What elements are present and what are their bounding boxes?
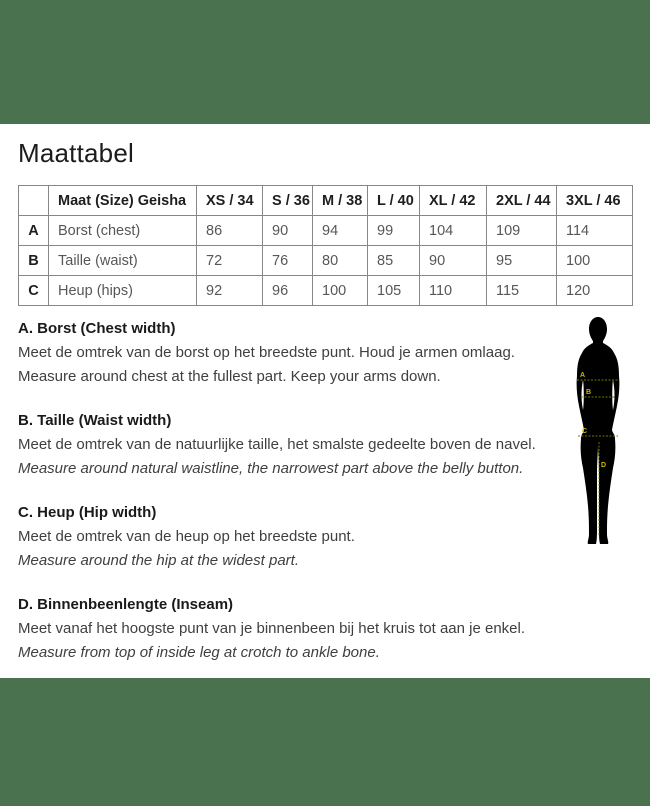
inseam-line-label: D [601, 462, 606, 469]
cell-value: 100 [312, 275, 368, 306]
bottom-green-band [0, 678, 650, 806]
size-table-head: Maat (Size) Geisha XS / 34 S / 36 M / 38 L /… [18, 185, 633, 216]
waist-notch-left [581, 380, 584, 410]
cell-value: 99 [367, 215, 420, 246]
column-header: XL / 42 [419, 185, 487, 216]
row-label: Borst (chest) [48, 215, 197, 246]
corner-cell [18, 185, 49, 216]
section-text-dutch: Meet de omtrek van de borst op het breed… [18, 344, 515, 361]
cell-value: 90 [419, 245, 487, 276]
body-silhouette-svg: A B C D [576, 317, 620, 544]
cell-value: 100 [556, 245, 633, 276]
column-header: 2XL / 44 [486, 185, 557, 216]
cell-value: 85 [367, 245, 420, 276]
row-label: Heup (hips) [48, 275, 197, 306]
measure-section: B. Taille (Waist width) Meet de omtrek va… [18, 409, 548, 481]
cell-value: 86 [196, 215, 263, 246]
section-text-dutch: Meet de omtrek van de heup op het breeds… [18, 528, 355, 545]
section-text-dutch: Meet de omtrek van de natuurlijke taille… [18, 436, 536, 453]
silhouette-body [576, 342, 620, 544]
section-heading: A. Borst (Chest width) [18, 320, 176, 337]
hip-line-label: C [582, 428, 587, 435]
size-table-header-row: Maat (Size) Geisha XS / 34 S / 36 M / 38 L /… [18, 185, 633, 216]
column-header: 3XL / 46 [556, 185, 633, 216]
column-header: M / 38 [312, 185, 368, 216]
column-header: S / 36 [262, 185, 313, 216]
section-text-dutch: Meet vanaf het hoogste punt van je binne… [18, 620, 526, 637]
cell-value: 109 [486, 215, 557, 246]
section-text-english: Measure around natural waistline, the na… [18, 460, 524, 477]
section-text-english: Measure from top of inside leg at crotch… [18, 644, 380, 661]
chest-line-label: A [580, 372, 585, 379]
table-row: A Borst (chest) 86 90 94 99 104 109 114 [18, 215, 633, 246]
column-header: XS / 34 [196, 185, 263, 216]
cell-value: 115 [486, 275, 557, 306]
cell-value: 90 [262, 215, 313, 246]
section-heading: B. Taille (Waist width) [18, 412, 172, 429]
cell-value: 96 [262, 275, 313, 306]
section-text-english: Measure around chest at the fullest part… [18, 368, 441, 385]
body-silhouette-figure: A B C D [553, 316, 643, 548]
silhouette-head [589, 317, 607, 346]
column-header: L / 40 [367, 185, 420, 216]
cell-value: 76 [262, 245, 313, 276]
column-header: Maat (Size) Geisha [48, 185, 197, 216]
measure-section: A. Borst (Chest width) Meet de omtrek van… [18, 317, 548, 389]
cell-value: 92 [196, 275, 263, 306]
section-heading: C. Heup (Hip width) [18, 504, 157, 521]
cell-value: 80 [312, 245, 368, 276]
table-row: C Heup (hips) 92 96 100 105 110 115 120 [18, 275, 633, 306]
measure-section: C. Heup (Hip width) Meet de omtrek van de… [18, 501, 548, 573]
waist-line-label: B [586, 389, 591, 396]
measure-instructions: A. Borst (Chest width) Meet de omtrek van… [18, 317, 548, 685]
page-title: Maattabel [18, 138, 134, 168]
cell-value: 104 [419, 215, 487, 246]
section-text-english: Measure around the hip at the widest par… [18, 552, 300, 569]
top-green-band [0, 0, 650, 124]
section-heading: D. Binnenbeenlengte (Inseam) [18, 596, 234, 613]
row-letter: A [18, 215, 49, 246]
cell-value: 120 [556, 275, 633, 306]
row-letter: B [18, 245, 49, 276]
size-table: Maat (Size) Geisha XS / 34 S / 36 M / 38 L /… [18, 185, 633, 306]
measure-section: D. Binnenbeenlengte (Inseam) Meet vanaf h… [18, 593, 548, 665]
waist-notch-right [612, 380, 615, 410]
cell-value: 72 [196, 245, 263, 276]
row-label: Taille (waist) [48, 245, 197, 276]
cell-value: 95 [486, 245, 557, 276]
cell-value: 110 [419, 275, 487, 306]
table-row: B Taille (waist) 72 76 80 85 90 95 100 [18, 245, 633, 276]
row-letter: C [18, 275, 49, 306]
cell-value: 94 [312, 215, 368, 246]
cell-value: 105 [367, 275, 420, 306]
size-table-body: A Borst (chest) 86 90 94 99 104 109 114 B Taille (… [18, 215, 633, 306]
cell-value: 114 [556, 215, 633, 246]
